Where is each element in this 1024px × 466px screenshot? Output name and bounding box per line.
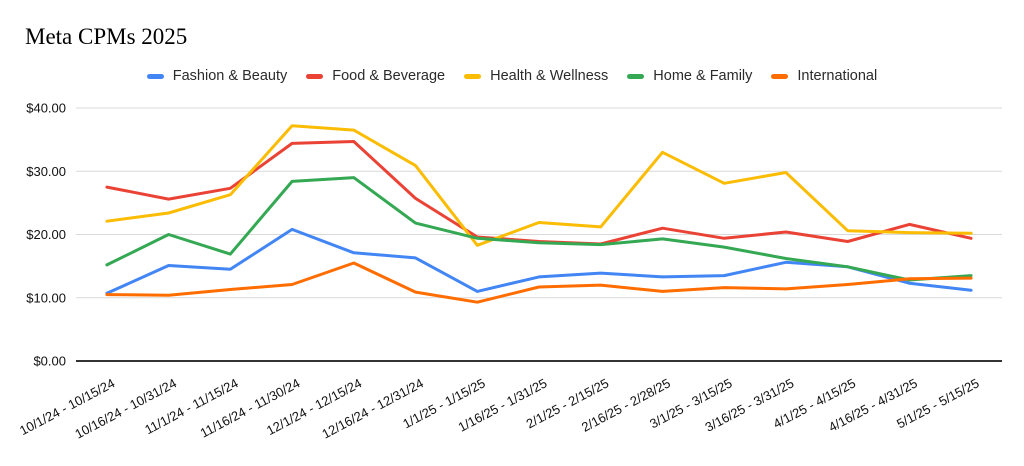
legend-item-fashion-beauty[interactable]: Fashion & Beauty	[146, 68, 288, 84]
legend-label: Health & Wellness	[490, 68, 609, 84]
legend-swatch-icon	[627, 73, 645, 79]
series-line-health-wellness	[105, 124, 973, 247]
legend-item-health-wellness[interactable]: Health & Wellness	[464, 68, 608, 84]
y-axis-label: $0.00	[33, 354, 66, 369]
x-axis-label: 10/16/24 - 10/31/24	[72, 375, 179, 441]
legend-swatch-icon	[306, 73, 324, 79]
y-axis-label: $20.00	[26, 227, 66, 242]
series-line-food-beverage	[105, 140, 973, 246]
legend-label: Home & Family	[653, 68, 753, 84]
legend-item-international[interactable]: International	[771, 68, 877, 84]
legend-item-home-family[interactable]: Home & Family	[627, 68, 752, 84]
legend-label: Food & Beverage	[332, 68, 446, 84]
y-axis-label: $10.00	[26, 290, 66, 305]
chart-legend: Fashion & Beauty Food & Beverage Health & …	[0, 65, 1024, 87]
legend-swatch-icon	[464, 73, 482, 79]
chart-title: Meta CPMs 2025	[25, 24, 188, 49]
y-axis-label: $40.00	[26, 101, 66, 116]
legend-swatch-icon	[771, 73, 789, 79]
series-line-international	[105, 261, 973, 304]
legend-label: International	[797, 68, 878, 84]
y-axis-label: $30.00	[26, 164, 66, 179]
legend-item-food-beverage[interactable]: Food & Beverage	[306, 68, 445, 84]
legend-label: Fashion & Beauty	[172, 68, 288, 84]
legend-swatch-icon	[146, 73, 164, 79]
series-line-home-family	[105, 176, 973, 282]
x-axis-label: 12/16/24 - 12/31/24	[319, 375, 426, 441]
